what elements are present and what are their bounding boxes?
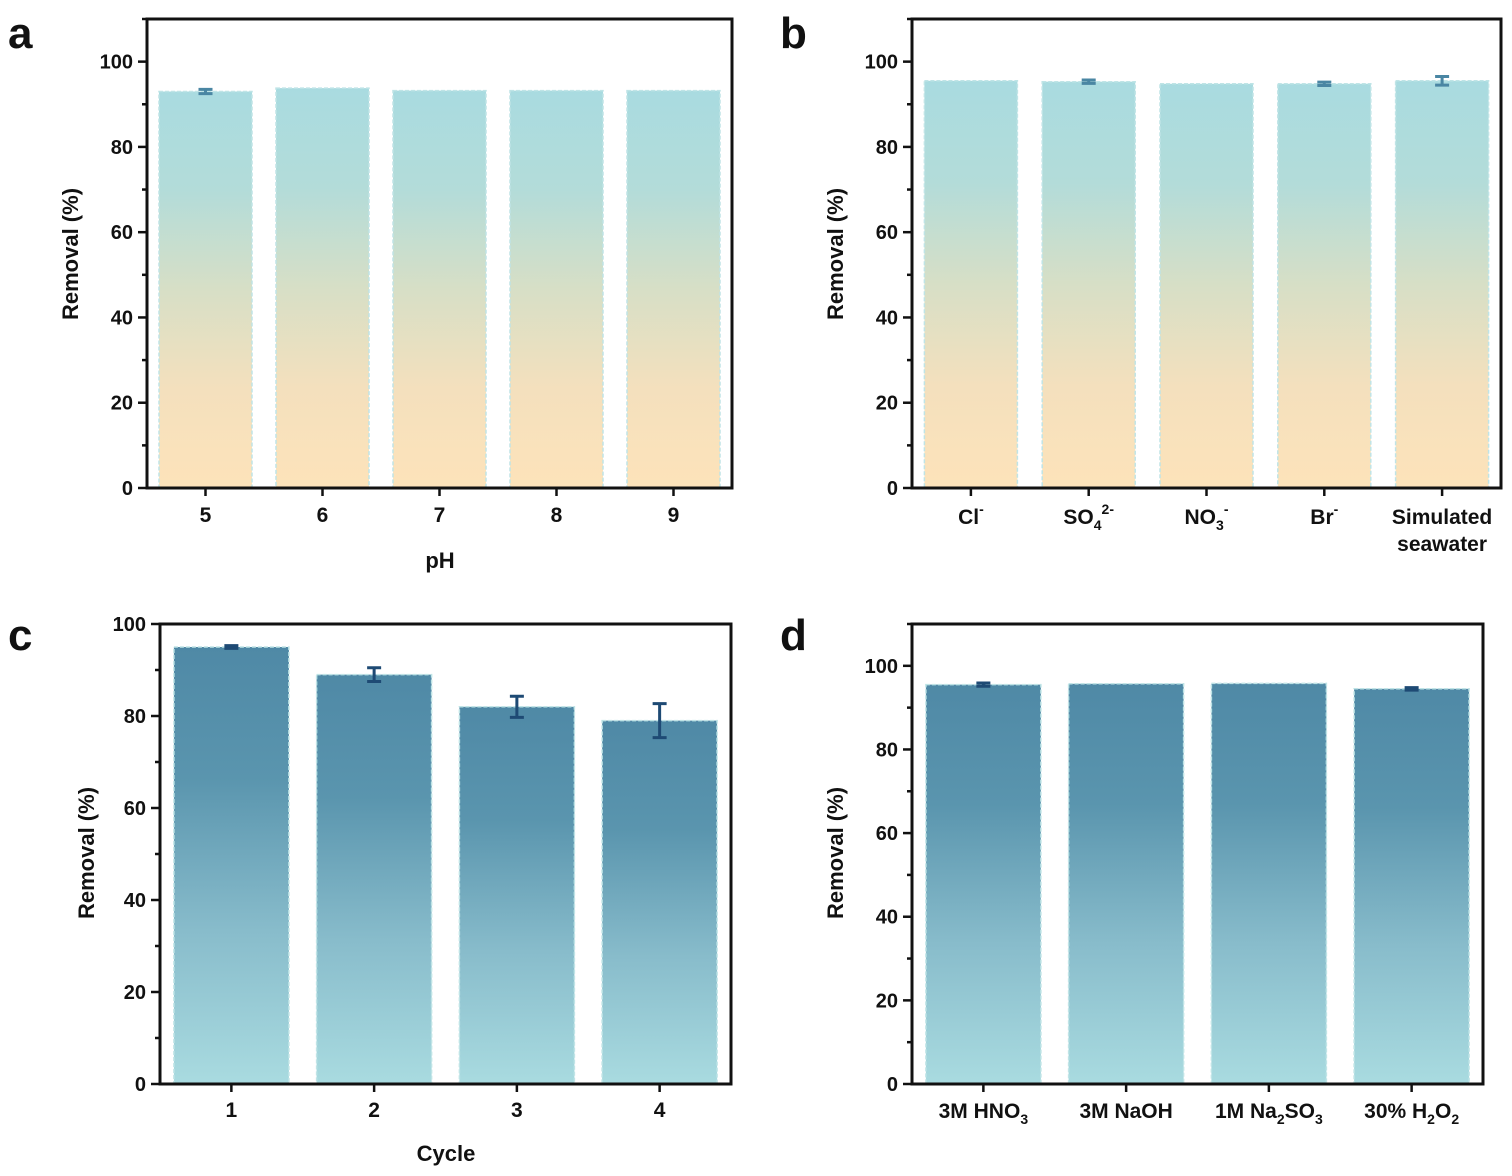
panel-c-bar-4 — [602, 721, 717, 1084]
panel-b-y-tick-label: 20 — [876, 393, 898, 415]
panel-c-category-label-4: 4 — [654, 1099, 666, 1122]
panel-c-y-tick-label: 20 — [124, 982, 146, 1004]
panel-a-y-axis-title: Removal (%) — [58, 188, 83, 320]
panel-a-category-label-2: 6 — [317, 504, 329, 527]
panel-c-category-label-2: 2 — [368, 1099, 380, 1122]
panel-d-y-tick-label: 60 — [876, 823, 898, 845]
panel-b-y-axis: 0 20 40 60 80 100 — [865, 19, 912, 500]
panel-letter-b: b — [780, 9, 807, 58]
panel-d-bar-2 — [1069, 684, 1184, 1084]
panel-d-x-axis: 3M HNO3 3M NaOH 1M Na2SO3 30% H2O2 — [939, 1084, 1460, 1127]
panel-d-category-label-1: 3M HNO3 — [939, 1100, 1029, 1127]
panel-d-y-tick-label: 100 — [865, 656, 898, 678]
panel-c-y-tick-label: 80 — [124, 706, 146, 728]
panel-b-chart: b 0 20 40 60 80 100 Cl- SO42- NO3- Br- Simulated s… — [780, 9, 1501, 556]
panel-a-y-tick-label: 0 — [122, 478, 133, 500]
panel-b-y-tick-label: 80 — [876, 137, 898, 159]
panel-letter-c: c — [8, 611, 32, 660]
panel-c-y-tick-label: 0 — [135, 1074, 146, 1096]
panel-a-bars — [159, 88, 720, 488]
panel-c-error-bars — [224, 646, 666, 738]
panel-a-bar-5 — [627, 91, 720, 488]
panel-a-y-tick-label: 40 — [111, 307, 133, 329]
panel-b-bar-1 — [924, 81, 1017, 488]
panel-c-y-axis: 0 20 40 60 80 100 — [113, 614, 160, 1096]
panel-a-category-label-5: 9 — [668, 504, 680, 527]
panel-d-y-axis-title: Removal (%) — [823, 787, 848, 919]
panel-a-bar-1 — [159, 92, 252, 489]
figure: a 020406080100 56789 pH Removal (%) b 02… — [0, 0, 1512, 1176]
panel-b-bars — [924, 81, 1488, 488]
panel-d-bar-4 — [1354, 689, 1469, 1084]
panel-d-category-label-2: 3M NaOH — [1079, 1100, 1172, 1123]
panel-a-y-tick-label: 80 — [111, 137, 133, 159]
panel-d-error-bar-4 — [1405, 688, 1419, 691]
panel-b-category-label-4: Br- — [1310, 501, 1338, 529]
panel-c-chart: c 0 20 40 60 80 100 1 2 3 4 Cycle Removal (%) — [8, 611, 731, 1166]
panel-d-y-tick-label: 80 — [876, 739, 898, 761]
panel-a-category-label-4: 8 — [551, 504, 563, 527]
panel-b-y-tick-label: 0 — [887, 478, 898, 500]
panel-d-bar-3 — [1211, 683, 1326, 1084]
panel-b-y-tick-label: 40 — [876, 307, 898, 329]
panel-letter-d: d — [780, 611, 807, 660]
panel-d-category-label-4: 30% H2O2 — [1364, 1100, 1459, 1127]
panel-a-bar-4 — [510, 91, 603, 488]
panel-a-y-tick-label: 60 — [111, 222, 133, 244]
panel-b-bar-3 — [1160, 84, 1253, 488]
panel-c-y-tick-label: 40 — [124, 890, 146, 912]
panel-a-chart: a 0 20 40 60 80 100 5 6 7 8 9 pH Removal (%) — [8, 9, 732, 573]
panel-d-y-axis: 0 20 40 60 80 100 — [865, 624, 912, 1096]
panel-letter-a: a — [8, 9, 33, 58]
panel-a-bar-3 — [393, 91, 486, 488]
panel-a-category-label-1: 5 — [200, 504, 212, 527]
panel-a-y-tick-label: 100 — [100, 52, 133, 74]
panel-b-x-axis: Cl- SO42- NO3- Br- Simulated seawater — [958, 488, 1492, 556]
panel-b-category-label-2: SO42- — [1063, 501, 1114, 533]
panel-c-error-bar-1 — [224, 646, 238, 649]
panel-b-y-tick-label: 100 — [865, 52, 898, 74]
panel-c-x-axis: 1 2 3 4 — [226, 1084, 666, 1122]
panel-d-error-bars — [976, 683, 1418, 690]
panel-b-error-bars — [1082, 77, 1449, 86]
panel-c-bar-2 — [317, 675, 432, 1084]
panel-a-category-label-3: 7 — [434, 504, 446, 527]
panel-c-bar-3 — [459, 707, 574, 1084]
panel-b-y-tick-label: 60 — [876, 222, 898, 244]
panel-b-y-axis-title: Removal (%) — [823, 188, 848, 320]
panel-a-x-axis-title: pH — [425, 548, 454, 573]
panel-c-category-label-1: 1 — [226, 1099, 238, 1122]
panel-a-x-axis: 5 6 7 8 9 — [200, 488, 680, 527]
panel-d-bars — [926, 683, 1469, 1084]
panel-c-x-axis-title: Cycle — [417, 1141, 476, 1166]
panel-a-y-tick-label: 20 — [111, 393, 133, 415]
panel-c-y-axis-title: Removal (%) — [74, 787, 99, 919]
panel-b-bar-2 — [1042, 82, 1135, 488]
panel-d-y-tick-label: 0 — [887, 1074, 898, 1096]
panel-b-bar-5 — [1396, 81, 1489, 488]
panel-a-bar-2 — [276, 88, 369, 488]
panel-b-bar-4 — [1278, 84, 1371, 488]
panel-d-y-tick-label: 40 — [876, 907, 898, 929]
panel-c-category-label-3: 3 — [511, 1099, 523, 1122]
panel-b-category-label-3: NO3- — [1185, 501, 1229, 533]
panel-c-bar-1 — [174, 647, 289, 1084]
panel-c-y-tick-label: 100 — [113, 614, 146, 636]
panel-d-chart: d 0 20 40 60 80 100 3M HNO3 3M NaOH 1M Na2SO3 30… — [780, 611, 1483, 1127]
panel-d-category-label-3: 1M Na2SO3 — [1215, 1100, 1323, 1127]
panel-d-bar-1 — [926, 685, 1041, 1084]
panel-b-category-label-5: Simulated seawater — [1392, 506, 1492, 556]
panel-d-y-tick-label: 20 — [876, 990, 898, 1012]
panel-c-bars — [174, 647, 717, 1084]
panel-b-category-label-1: Cl- — [958, 501, 984, 529]
panel-c-y-tick-label: 60 — [124, 798, 146, 820]
panel-a-y-axis: 0 20 40 60 80 100 — [100, 19, 147, 500]
